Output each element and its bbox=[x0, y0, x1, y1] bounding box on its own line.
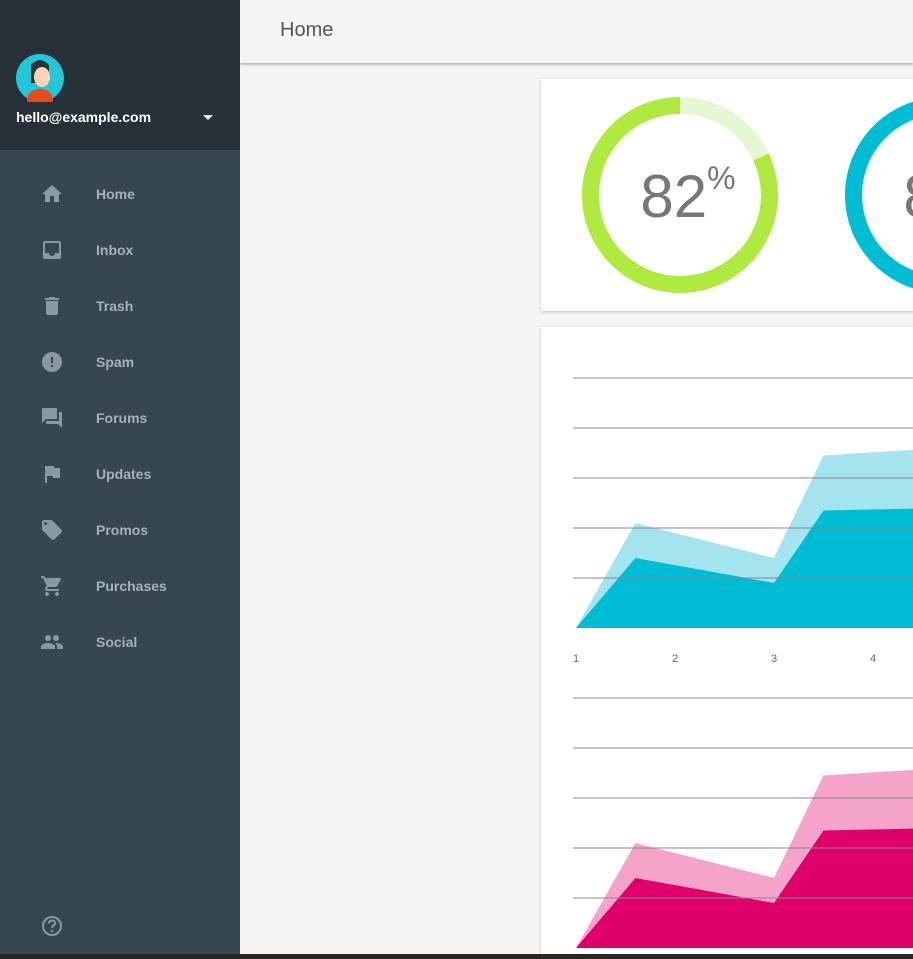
nav-item[interactable]: Spam bbox=[0, 334, 240, 390]
nav-label: Updates bbox=[96, 466, 152, 482]
nav-item[interactable]: Promos bbox=[0, 502, 240, 558]
donut-number: 82 bbox=[903, 163, 913, 230]
nav-icon-shape bbox=[41, 576, 62, 596]
donut-arc bbox=[845, 101, 913, 289]
top-bar: Home bbox=[240, 0, 913, 63]
nav-label: Purchases bbox=[96, 578, 167, 594]
page-title: Home bbox=[280, 19, 334, 41]
area-charts: 1 2 3 4 bbox=[573, 377, 913, 948]
donut-unit: % bbox=[707, 160, 735, 196]
nav-icon bbox=[45, 297, 59, 315]
nav-item[interactable]: Updates bbox=[0, 446, 240, 502]
nav-icon-shape bbox=[45, 466, 60, 483]
donut-value: 82% bbox=[903, 160, 913, 230]
x-tick-label: 2 bbox=[672, 653, 678, 665]
nav-label: Trash bbox=[96, 298, 134, 314]
donut-card: 82%82% bbox=[541, 79, 913, 311]
donut-arc bbox=[582, 97, 778, 293]
x-tick-label: 3 bbox=[771, 653, 777, 665]
nav-icon bbox=[41, 635, 63, 649]
nav-icon-shape bbox=[42, 408, 62, 428]
nav-item[interactable]: Trash bbox=[0, 278, 240, 334]
nav-icon bbox=[41, 576, 62, 596]
nav-icon bbox=[42, 408, 62, 428]
nav-icon-shape bbox=[41, 635, 63, 649]
area bbox=[576, 508, 913, 628]
sidebar: hello@example.com Home Inbox Trash Spam Foru… bbox=[0, 0, 240, 954]
nav-label: Home bbox=[96, 186, 135, 202]
nav-icon bbox=[42, 185, 62, 202]
area bbox=[576, 828, 913, 948]
donut-value: 82% bbox=[640, 160, 735, 230]
nav-icon bbox=[43, 241, 61, 259]
avatar bbox=[16, 54, 64, 102]
nav-item[interactable]: Home bbox=[0, 166, 240, 222]
nav-label: Spam bbox=[96, 354, 135, 370]
nav-item[interactable]: Inbox bbox=[0, 222, 240, 278]
nav-label: Social bbox=[96, 634, 138, 650]
x-tick-label: 4 bbox=[870, 653, 876, 665]
chart-card: 1 2 3 4 bbox=[541, 327, 913, 954]
nav-label: Promos bbox=[96, 522, 149, 538]
nav-icon bbox=[42, 352, 62, 372]
account-header: hello@example.com bbox=[0, 0, 240, 150]
nav-icon-shape bbox=[42, 520, 62, 540]
donuts: 82%82% bbox=[582, 97, 913, 293]
nav-item[interactable]: Purchases bbox=[0, 558, 240, 614]
account-email: hello@example.com bbox=[16, 109, 152, 125]
nav-icon-shape bbox=[42, 185, 62, 202]
nav-icon bbox=[42, 520, 62, 540]
nav-item[interactable]: Forums bbox=[0, 390, 240, 446]
nav-icon-shape bbox=[45, 297, 59, 315]
nav-icon-shape bbox=[43, 241, 61, 259]
nav-icon-shape bbox=[42, 352, 62, 372]
nav-label: Forums bbox=[96, 410, 148, 426]
help-icon[interactable] bbox=[40, 914, 64, 938]
nav-item[interactable]: Social bbox=[0, 614, 240, 670]
donut-number: 82 bbox=[640, 163, 707, 230]
nav-label: Inbox bbox=[96, 242, 134, 258]
x-tick-label: 1 bbox=[573, 653, 579, 665]
nav-icon bbox=[45, 466, 60, 483]
account-dropdown[interactable] bbox=[201, 113, 215, 123]
